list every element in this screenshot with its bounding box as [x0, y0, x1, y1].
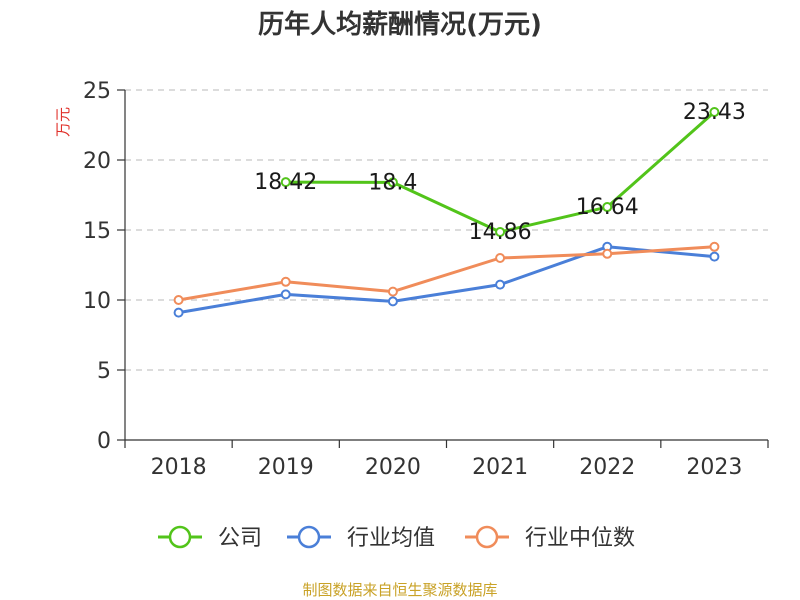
legend-label: 行业均值: [347, 526, 435, 551]
y-tick-label: 0: [97, 429, 111, 454]
chart-title: 历年人均薪酬情况(万元): [258, 9, 542, 40]
data-point: [709, 251, 720, 262]
y-tick-label: 5: [97, 359, 111, 384]
data-point: [173, 307, 184, 318]
grid-lines: [125, 89, 768, 371]
data-point: [280, 177, 291, 188]
data-point: [280, 289, 291, 300]
axes: 0 5 10 15 20 25 2018 2019 2020 2021 2022 2023: [83, 79, 769, 480]
legend: 公司 行业均值 行业中位数: [158, 525, 635, 551]
source-note: 制图数据来自恒生聚源数据库: [302, 581, 497, 599]
y-tick-label: 20: [83, 149, 111, 174]
data-point: [602, 202, 613, 213]
data-point: [709, 106, 720, 117]
data-point: [495, 253, 506, 263]
data-point: [602, 248, 613, 259]
series-line-2: [178, 245, 715, 302]
y-axis-label: 万元: [54, 107, 72, 137]
x-tick-label: 2019: [258, 455, 314, 480]
series-lines: [173, 106, 720, 318]
x-tick-label: 2022: [579, 455, 635, 480]
legend-marker: [475, 525, 499, 549]
x-tick-label: 2018: [151, 455, 207, 480]
data-label: 18.4: [368, 170, 417, 195]
data-label: 18.42: [254, 170, 317, 195]
data-point: [280, 276, 291, 287]
legend-marker: [297, 525, 321, 549]
legend-label: 公司: [218, 526, 262, 551]
data-labels: 18.42 18.4 14.86 16.64 23.43: [254, 100, 746, 245]
data-point: [387, 286, 398, 297]
data-point: [173, 295, 184, 305]
legend-marker: [168, 525, 192, 549]
series-line-0: [285, 110, 716, 234]
data-point: [495, 226, 506, 237]
x-tick-label: 2023: [686, 455, 742, 480]
x-tick-label: 2020: [365, 455, 421, 480]
legend-label: 行业中位数: [525, 526, 635, 551]
data-point: [709, 241, 720, 252]
y-tick-label: 10: [83, 289, 111, 314]
data-label: 14.86: [469, 220, 532, 245]
data-point: [495, 279, 506, 290]
x-tick-label: 2021: [472, 455, 528, 480]
data-point: [387, 296, 398, 307]
y-tick-label: 15: [83, 219, 111, 244]
data-label: 23.43: [683, 100, 746, 125]
data-point: [387, 177, 398, 188]
data-label: 16.64: [576, 195, 639, 220]
series-line-1: [178, 245, 715, 315]
y-tick-label: 25: [83, 79, 111, 104]
